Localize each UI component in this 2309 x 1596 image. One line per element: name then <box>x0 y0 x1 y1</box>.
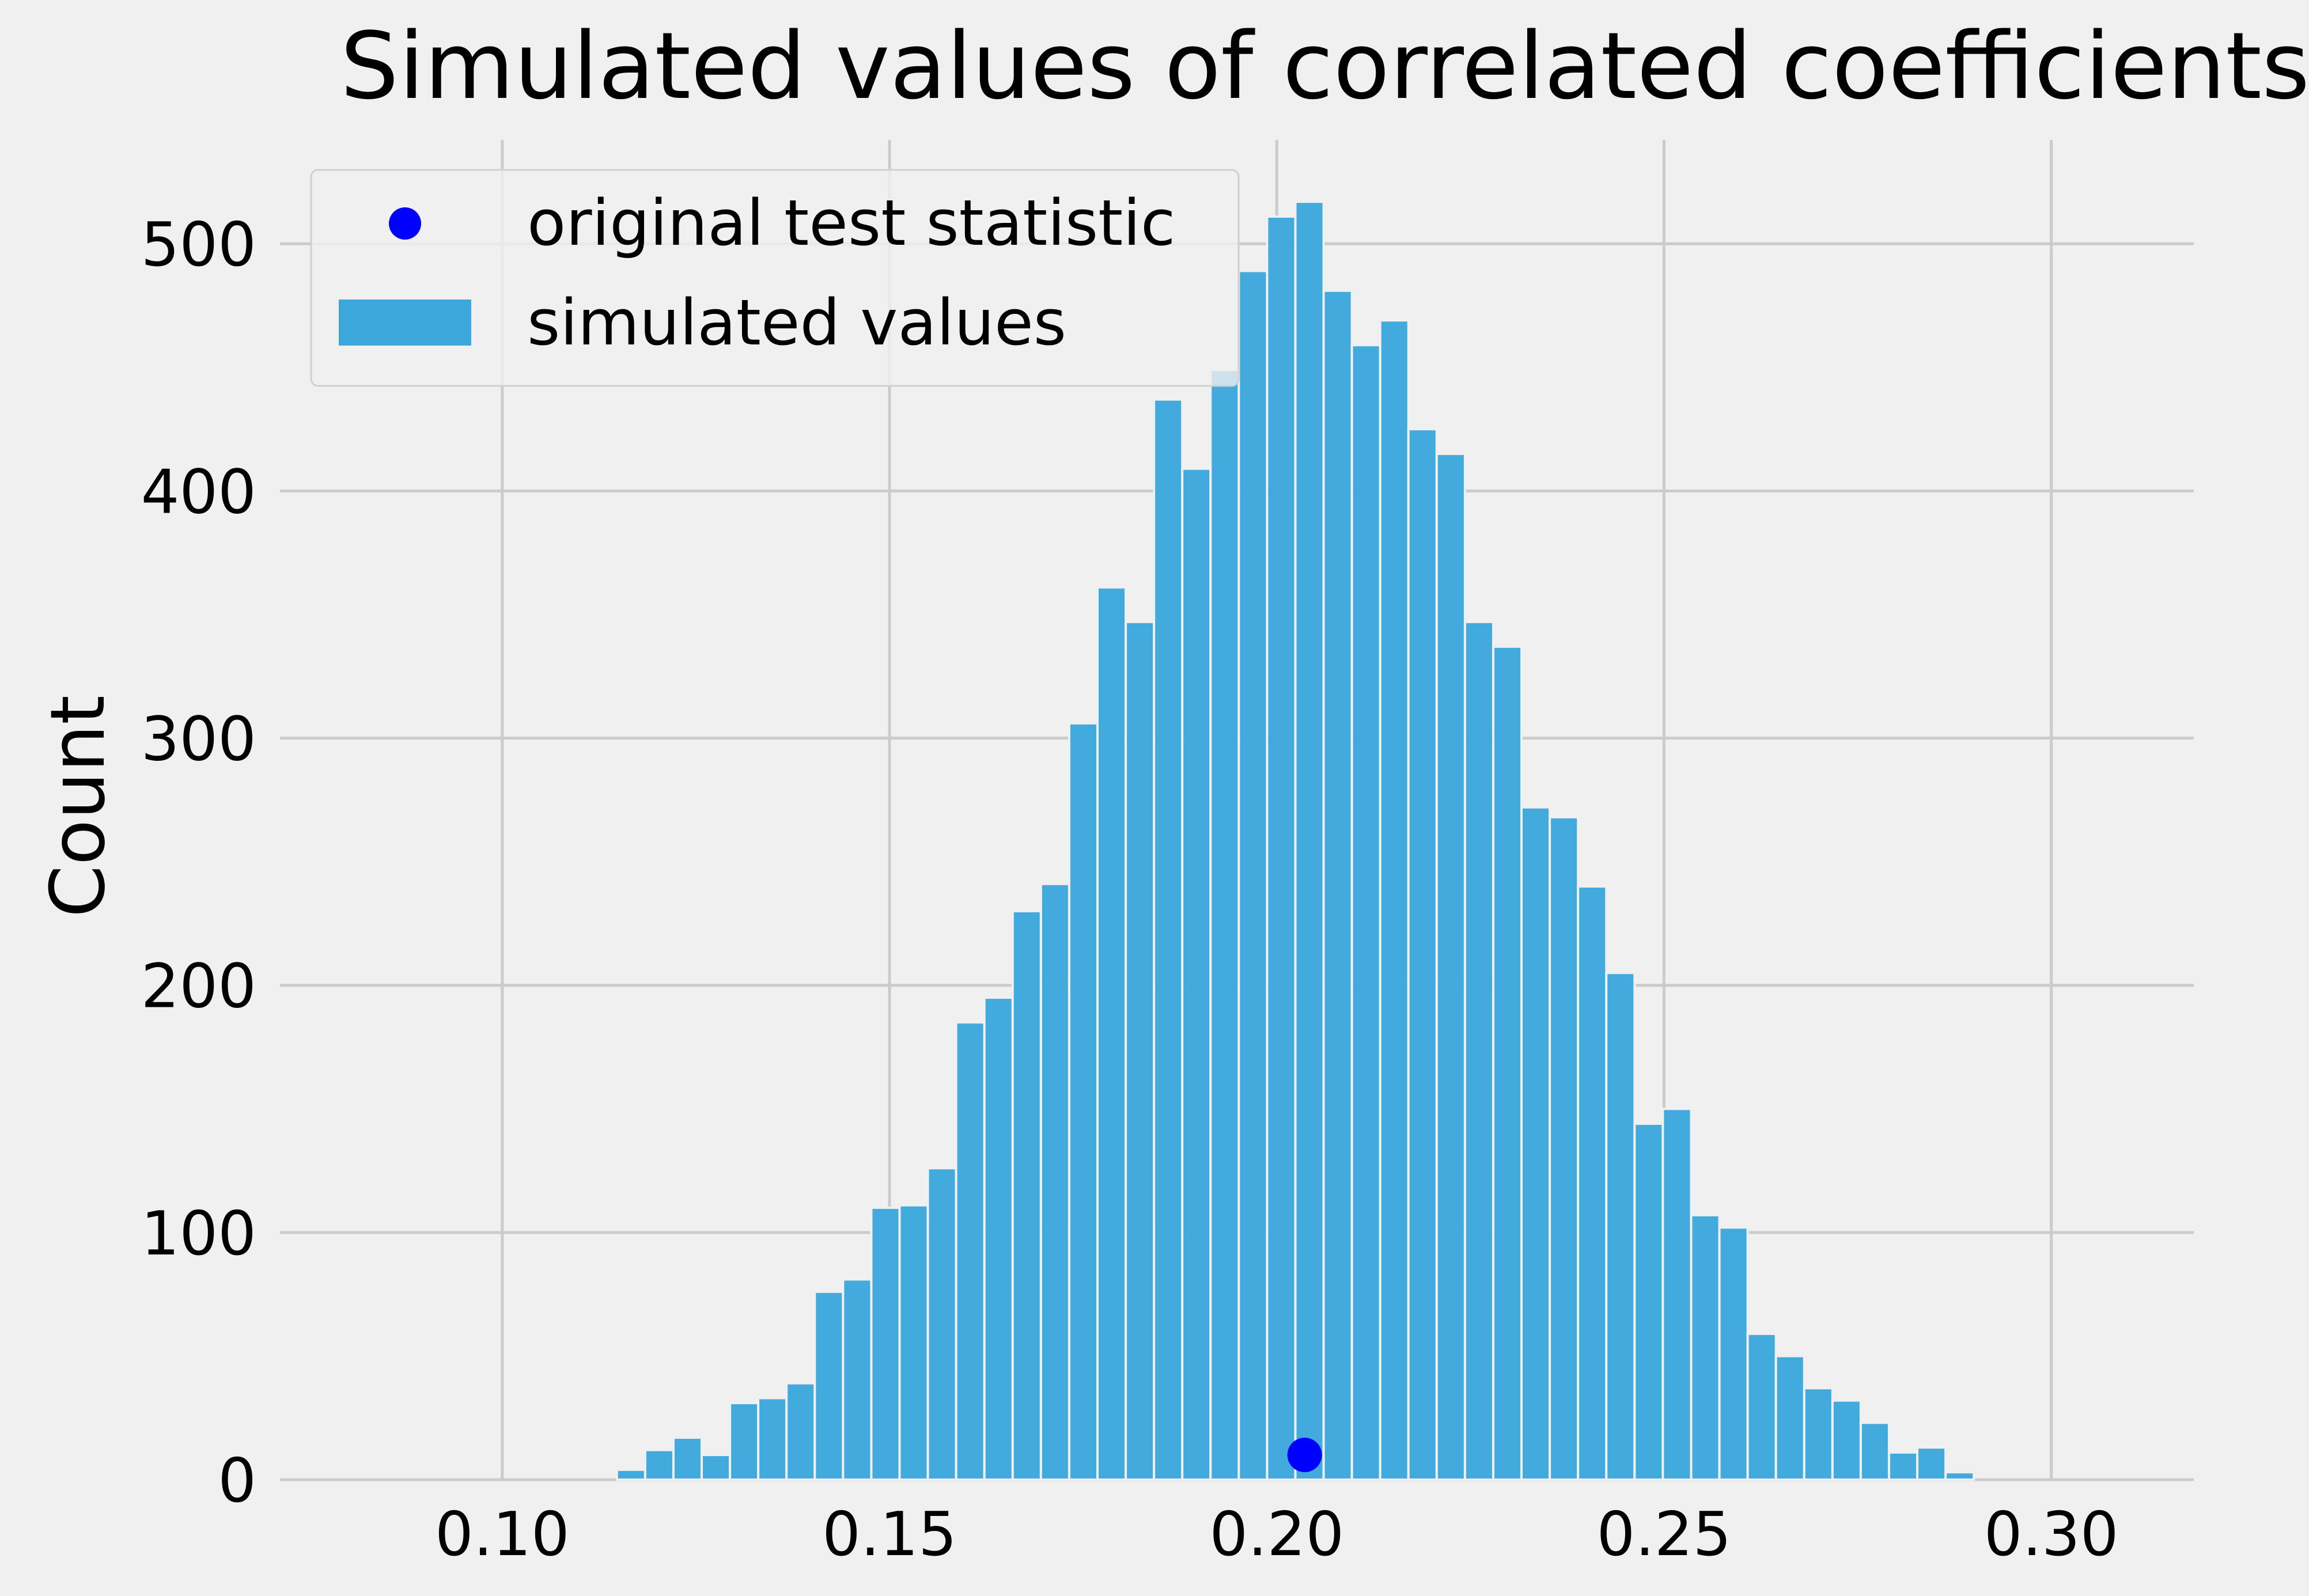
y-tick-label: 300 <box>141 704 256 775</box>
histogram-bar <box>870 1206 901 1481</box>
y-tick-labels: 0 100 200 300 400 500 <box>141 210 256 1516</box>
histogram-bar <box>1237 270 1269 1481</box>
histogram-bar <box>1350 344 1381 1481</box>
points <box>1287 1438 1322 1473</box>
histogram-bar <box>701 1454 732 1481</box>
legend-box <box>310 169 1240 387</box>
histogram-bar <box>1859 1421 1890 1481</box>
x-tick-label: 0.15 <box>822 1499 957 1570</box>
histogram-bar <box>1520 806 1551 1481</box>
histogram-bar <box>1887 1451 1919 1481</box>
histogram-bar <box>1039 882 1070 1481</box>
legend-marker-simulated-values <box>339 300 471 346</box>
histogram-bar <box>672 1436 703 1481</box>
x-tick-label: 0.20 <box>1209 1499 1344 1570</box>
histogram-bar <box>1181 467 1212 1481</box>
bars <box>615 200 1975 1481</box>
histogram-bar <box>1068 722 1099 1481</box>
histogram-bar <box>785 1382 816 1481</box>
histogram-bar <box>615 1468 646 1481</box>
x-tick-label: 0.30 <box>1984 1499 2119 1570</box>
histogram-bar <box>1125 620 1156 1481</box>
histogram-bar <box>1690 1214 1721 1481</box>
histogram-bar <box>1407 428 1438 1481</box>
histogram-bar <box>1774 1355 1805 1481</box>
histogram-bar <box>1294 200 1325 1481</box>
histogram-bar <box>1605 972 1636 1481</box>
legend-label-simulated-values: simulated values <box>527 286 1066 359</box>
histogram-bar <box>1322 289 1353 1481</box>
histogram-bar <box>1266 215 1297 1481</box>
histogram-bar <box>926 1167 957 1481</box>
y-tick-label: 200 <box>141 951 256 1022</box>
x-tick-labels: 0.10 0.15 0.20 0.25 0.30 <box>435 1499 2119 1570</box>
y-tick-label: 0 <box>218 1446 256 1516</box>
histogram-bar <box>1096 586 1127 1481</box>
histogram-bar <box>1803 1387 1834 1481</box>
histogram-bar <box>813 1290 845 1481</box>
legend-label-original-test-statistic: original test statistic <box>527 186 1175 260</box>
x-tick-label: 0.10 <box>435 1499 570 1570</box>
legend-marker-original-test-statistic <box>389 207 421 240</box>
histogram-bar <box>644 1449 675 1481</box>
histogram-bar <box>1492 645 1523 1481</box>
histogram-bar <box>1435 453 1466 1481</box>
y-axis-label: Count <box>34 695 122 918</box>
x-tick-label: 0.25 <box>1597 1499 1732 1570</box>
histogram-bar <box>983 996 1014 1481</box>
histogram-bar <box>955 1021 986 1481</box>
histogram-bar <box>1549 816 1580 1481</box>
histogram-bar <box>1718 1226 1749 1481</box>
y-tick-label: 500 <box>141 210 256 280</box>
histogram-bar <box>757 1397 788 1481</box>
histogram-bar <box>1463 620 1494 1481</box>
histogram-bar <box>1746 1332 1777 1481</box>
histogram-bar <box>1577 885 1608 1481</box>
histogram-bar <box>898 1204 929 1481</box>
original-test-statistic-point <box>1287 1438 1322 1473</box>
histogram-bar <box>842 1278 873 1481</box>
histogram-bar <box>1209 369 1240 1481</box>
histogram-bar <box>729 1401 760 1481</box>
histogram-bar <box>1379 319 1410 1481</box>
histogram-bar <box>1944 1471 1975 1481</box>
y-tick-label: 100 <box>141 1199 256 1269</box>
histogram-bar <box>1831 1399 1862 1481</box>
legend: original test statistic simulated values <box>310 169 1240 387</box>
histogram-bar <box>1661 1108 1693 1481</box>
histogram-bar <box>1011 909 1042 1481</box>
histogram-bar <box>1916 1446 1947 1481</box>
chart-title: Simulated values of correlated coefficie… <box>340 12 2309 120</box>
histogram-bar <box>1633 1123 1664 1481</box>
histogram-bar <box>1153 398 1184 1481</box>
y-tick-label: 400 <box>141 457 256 527</box>
